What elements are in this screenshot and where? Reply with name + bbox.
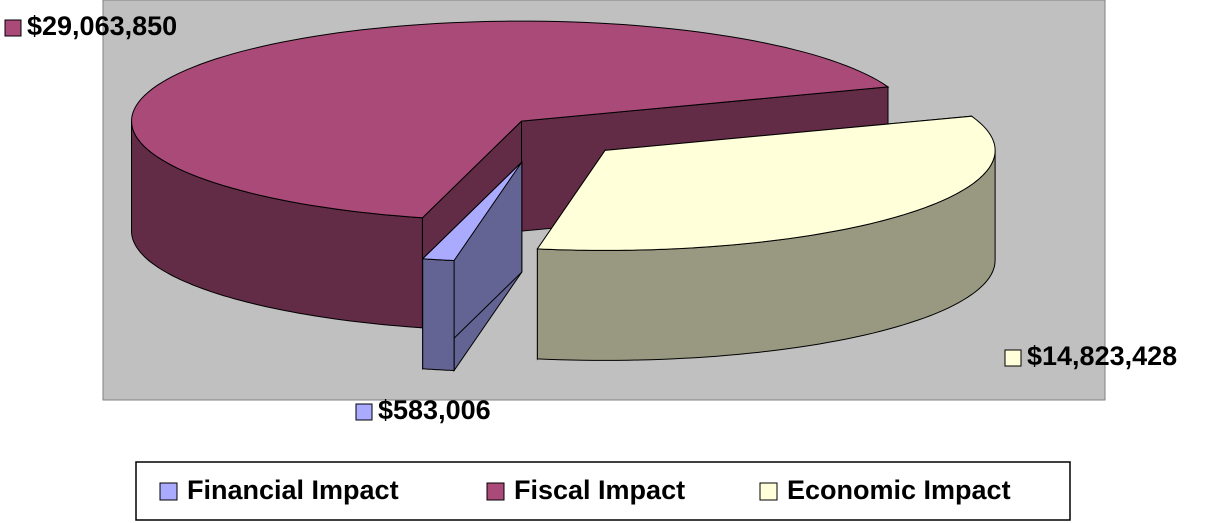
slice: [131, 20, 890, 219]
legend-label: Economic Impact: [787, 475, 1011, 505]
legend-swatch: [759, 482, 778, 501]
value-label: $14,823,428: [1027, 341, 1177, 371]
value-label-swatch: [4, 19, 22, 37]
slice: [421, 161, 523, 261]
slice: [536, 115, 996, 251]
slice-wall: [422, 258, 455, 371]
legend-swatch: [159, 482, 178, 501]
value-label-swatch: [355, 403, 373, 421]
value-label: $29,063,850: [27, 11, 177, 41]
value-label-swatch: [1004, 349, 1022, 367]
legend-swatch: [486, 482, 505, 501]
legend: [135, 461, 1071, 521]
legend-label: Financial Impact: [187, 475, 399, 505]
value-label: $583,006: [378, 395, 491, 425]
legend-label: Fiscal Impact: [514, 475, 685, 505]
